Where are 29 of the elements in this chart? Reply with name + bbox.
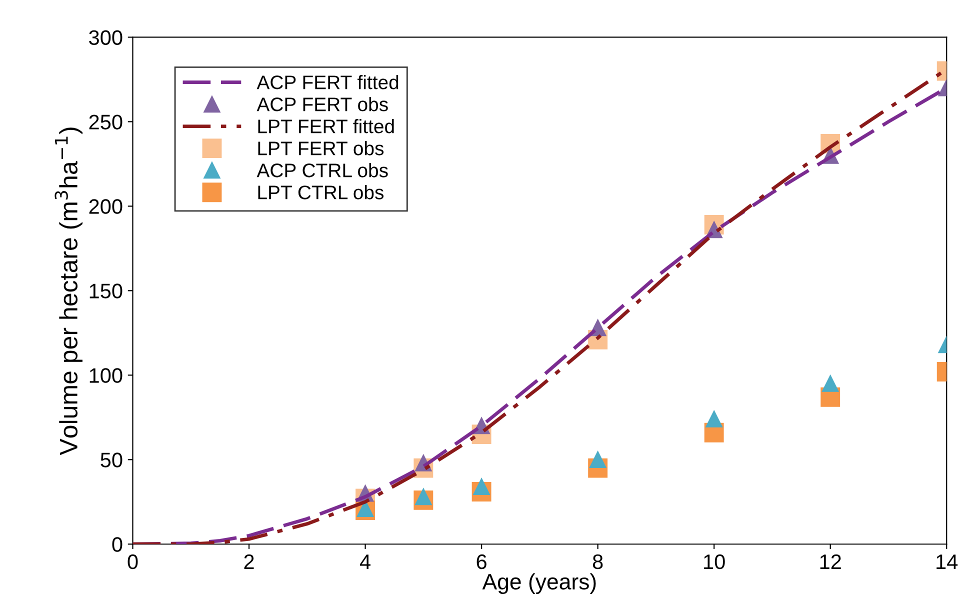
y-tick-label: 250 — [89, 114, 122, 130]
y-tick-label: 0 — [112, 537, 122, 552]
point — [356, 500, 374, 517]
x-tick-label: 8 — [592, 554, 603, 570]
legend-label: LPT FERT obs — [258, 141, 384, 156]
y-tick-label: 150 — [90, 284, 122, 298]
y-tick-label: 100 — [90, 368, 122, 383]
x-axis-title: Age (years) — [482, 573, 596, 594]
x-tick-label: 14 — [936, 554, 958, 569]
point — [589, 451, 606, 468]
point — [415, 488, 432, 506]
legend-label: ACP FERT obs — [256, 97, 388, 112]
x-tick-label: 4 — [360, 554, 370, 569]
x-tick-label: 0 — [128, 554, 138, 570]
x-tick-label: 6 — [476, 554, 486, 570]
point — [822, 375, 839, 392]
point — [473, 478, 490, 496]
y-tick-label: 200 — [89, 199, 122, 214]
x-tick-label: 10 — [704, 554, 725, 570]
x-tick-label: 12 — [820, 554, 841, 569]
point — [706, 410, 722, 428]
y-tick-label: 50 — [100, 452, 122, 468]
legend-label: LPT CTRL obs — [258, 185, 384, 200]
legend-label: ACP FERT fitted — [256, 74, 398, 90]
y-tick-label: 300 — [89, 30, 122, 45]
y-axis-title: Volume per hectare (m$^{3}$ha$^{−1}$) — [54, 128, 82, 456]
legend-label: LPT FERT fitted — [258, 119, 394, 134]
legend-label: ACP CTRL obs — [256, 163, 388, 178]
x-tick-label: 2 — [244, 554, 254, 569]
